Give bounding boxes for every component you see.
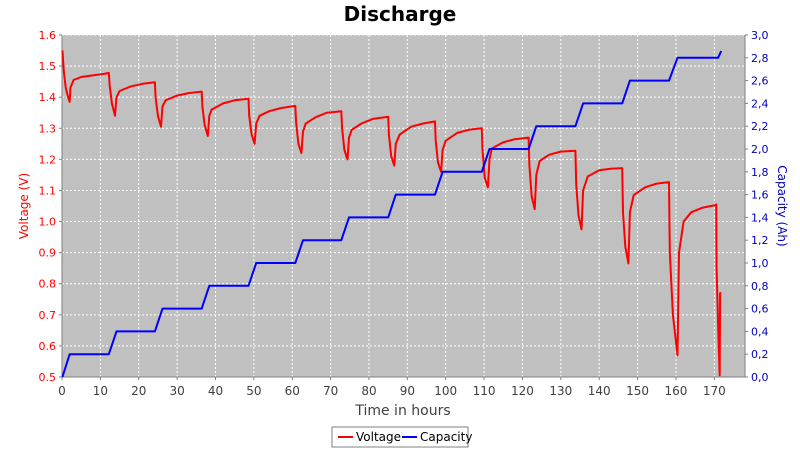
y-left-tick-label: 1.4 <box>39 91 57 104</box>
y-left-tick-label: 0.7 <box>39 309 57 322</box>
x-tick-label: 40 <box>208 384 223 398</box>
y-right-tick-label: 1,0 <box>751 257 769 270</box>
x-tick-label: 0 <box>58 384 66 398</box>
y-left-tick-label: 0.8 <box>39 278 57 291</box>
y-right-tick-label: 0,6 <box>751 303 769 316</box>
x-tick-label: 170 <box>703 384 726 398</box>
x-tick-label: 30 <box>169 384 184 398</box>
y-right-tick-label: 1,8 <box>751 166 769 179</box>
axes <box>59 34 748 380</box>
y-left-tick-label: 1.0 <box>39 216 57 229</box>
y-right-tick-label: 0,0 <box>751 371 769 384</box>
y-left-tick-label: 1.5 <box>39 60 57 73</box>
x-tick-label: 80 <box>361 384 376 398</box>
x-tick-label: 10 <box>93 384 108 398</box>
legend-entry-voltage: Voltage <box>356 430 401 444</box>
y-right-tick-label: 2,8 <box>751 52 769 65</box>
y-right-tick-label: 0,2 <box>751 348 769 361</box>
x-tick-label: 110 <box>473 384 496 398</box>
y-left-tick-label: 1.2 <box>39 153 57 166</box>
x-tick-label: 20 <box>131 384 146 398</box>
y-right-tick-label: 2,6 <box>751 75 769 88</box>
y-axis-right-label: Capacity (Ah) <box>775 165 789 246</box>
series-line-voltage <box>61 50 722 377</box>
x-tick-label: 90 <box>400 384 415 398</box>
legend-box <box>331 426 469 448</box>
tick-labels: 0 10 20 30 40 50 60 70 80 90 100 110 120 130 140 150 160… <box>39 29 769 398</box>
y-right-tick-label: 0,4 <box>751 325 769 338</box>
y-left-tick-label: 1.6 <box>39 29 57 42</box>
x-tick-label: 100 <box>434 384 457 398</box>
y-left-tick-label: 1.3 <box>39 122 57 135</box>
y-left-tick-label: 0.9 <box>39 247 57 260</box>
y-right-tick-label: 1,2 <box>751 234 769 247</box>
legend-entry-capacity: Capacity <box>420 430 472 444</box>
x-tick-label: 160 <box>664 384 687 398</box>
x-tick-label: 150 <box>626 384 649 398</box>
y-right-tick-label: 3,0 <box>751 29 769 42</box>
x-tick-label: 130 <box>549 384 572 398</box>
x-tick-label: 140 <box>588 384 611 398</box>
y-right-tick-label: 1,4 <box>751 211 769 224</box>
y-left-tick-label: 0.5 <box>39 371 57 384</box>
legend: Voltage Capacity <box>331 426 472 448</box>
x-tick-label: 120 <box>511 384 534 398</box>
y-axis-left-label: Voltage (V) <box>17 173 31 239</box>
x-tick-label: 70 <box>323 384 338 398</box>
y-left-tick-label: 0.6 <box>39 340 57 353</box>
y-right-tick-label: 1,6 <box>751 189 769 202</box>
x-tick-label: 60 <box>285 384 300 398</box>
y-right-tick-label: 0,8 <box>751 280 769 293</box>
y-right-tick-label: 2,2 <box>751 120 769 133</box>
series-line-capacity <box>61 50 723 378</box>
x-tick-label: 50 <box>246 384 261 398</box>
series-lines <box>61 50 723 378</box>
y-left-tick-label: 1.1 <box>39 184 57 197</box>
y-right-tick-label: 2,0 <box>751 143 769 156</box>
chart-title: Discharge <box>344 2 457 26</box>
y-right-tick-label: 2,4 <box>751 97 769 110</box>
plot-area <box>62 35 745 377</box>
x-axis-label: Time in hours <box>354 403 450 419</box>
